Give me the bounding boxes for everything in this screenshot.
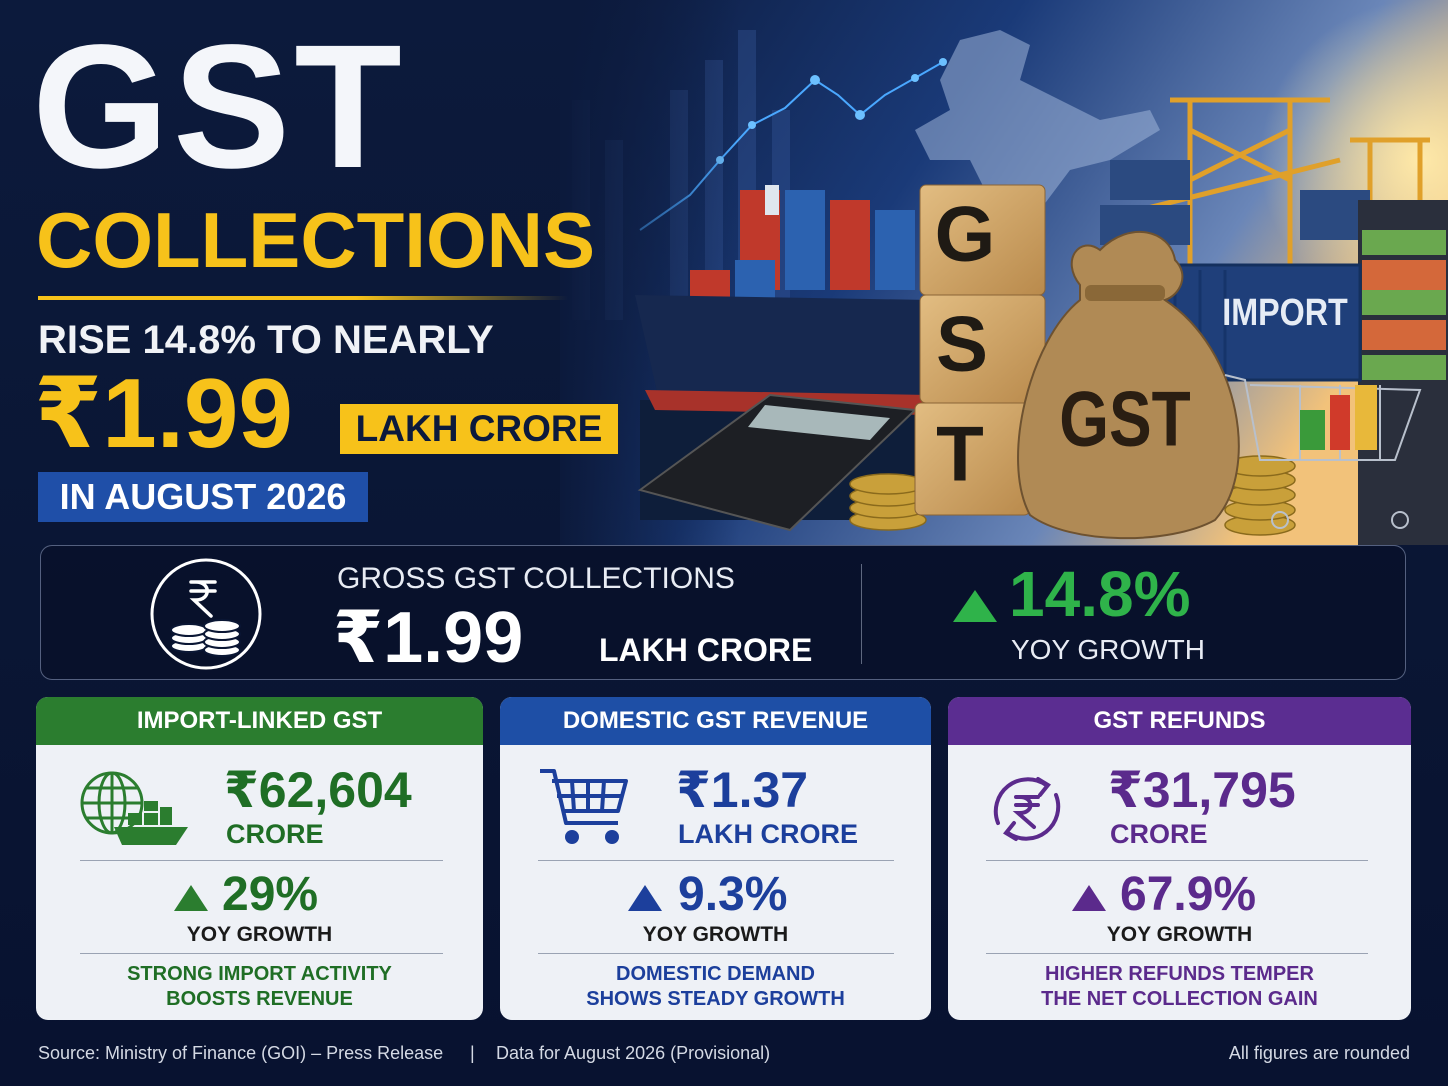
card-growth: 9.3% — [678, 868, 788, 921]
card: GST REFUNDS ₹31,795 CRORE 67.9% YOY GROW… — [948, 697, 1411, 1020]
card-growth-label: YOY GROWTH — [642, 923, 789, 946]
block-letter: T — [936, 410, 984, 498]
container-label: IMPORT — [1222, 292, 1348, 334]
block-letter: G — [935, 190, 996, 278]
divider — [38, 296, 568, 300]
up-arrow — [628, 885, 662, 911]
card-title: IMPORT-LINKED GST — [36, 697, 483, 745]
summary-growth: 14.8% — [1009, 558, 1191, 630]
refund-icon — [993, 777, 1061, 841]
card-title: GST REFUNDS — [948, 697, 1411, 745]
up-arrow — [1072, 885, 1106, 911]
bag-label: GST — [1059, 376, 1190, 463]
card-note: BOOSTS REVENUE — [166, 988, 353, 1010]
divider — [538, 860, 894, 861]
card-unit: CRORE — [226, 819, 324, 849]
card-note: STRONG IMPORT ACTIVITY — [127, 963, 392, 985]
illustration: IMPORT G S T GST — [560, 0, 1448, 545]
card-unit: LAKH CRORE — [678, 819, 858, 849]
card: DOMESTIC GST REVENUE ₹1.37 LAKH CRORE 9.… — [500, 697, 931, 1020]
divider — [80, 860, 443, 861]
coins-icon — [150, 558, 262, 670]
divider — [986, 860, 1368, 861]
card-note: DOMESTIC DEMAND — [616, 963, 815, 985]
globe-ship-icon — [80, 771, 188, 845]
card-amount: ₹31,795 — [1108, 762, 1296, 818]
card-amount: ₹1.37 — [676, 762, 809, 818]
summary-growth-label: YOY GROWTH — [1011, 634, 1205, 665]
hero-period: IN AUGUST 2026 — [38, 472, 368, 522]
summary-amount: ₹1.99 — [333, 598, 524, 678]
card-note: HIGHER REFUNDS TEMPER — [1045, 963, 1314, 985]
up-arrow — [174, 885, 208, 911]
footer-data-note: Data for August 2026 (Provisional) — [496, 1043, 771, 1063]
card-growth: 67.9% — [1120, 868, 1257, 921]
footer-separator: | — [470, 1043, 475, 1063]
card-growth-label: YOY GROWTH — [1106, 923, 1253, 946]
divider — [80, 953, 443, 954]
footer-source: Source: Ministry of Finance (GOI) – Pres… — [38, 1043, 444, 1063]
hero-amount: ₹1.99 — [34, 358, 293, 468]
card-title: DOMESTIC GST REVENUE — [500, 697, 931, 745]
summary-box: GROSS GST COLLECTIONS ₹1.99 LAKH CRORE 1… — [40, 545, 1406, 680]
divider — [861, 564, 862, 664]
cart-icon — [540, 769, 628, 844]
hero-unit: LAKH CRORE — [340, 404, 618, 454]
footer-rounding: All figures are rounded — [1228, 1043, 1410, 1063]
summary-label: GROSS GST COLLECTIONS — [337, 562, 735, 595]
divider — [986, 953, 1368, 954]
card: IMPORT-LINKED GST ₹62,604 CRORE 29% YOY … — [36, 697, 483, 1020]
block-letter: S — [936, 300, 988, 388]
card-unit: CRORE — [1110, 819, 1208, 849]
hero-title: GST — [32, 9, 406, 205]
hero-headline: RISE 14.8% TO NEARLY — [38, 318, 494, 362]
hero-subtitle: COLLECTIONS — [36, 196, 595, 284]
card-amount: ₹62,604 — [224, 762, 412, 818]
card-note: THE NET COLLECTION GAIN — [1041, 988, 1318, 1010]
up-arrow — [953, 590, 997, 622]
divider — [538, 953, 894, 954]
card-growth: 29% — [222, 868, 319, 921]
summary-unit: LAKH CRORE — [599, 632, 813, 668]
card-note: SHOWS STEADY GROWTH — [586, 988, 845, 1010]
card-growth-label: YOY GROWTH — [186, 923, 333, 946]
